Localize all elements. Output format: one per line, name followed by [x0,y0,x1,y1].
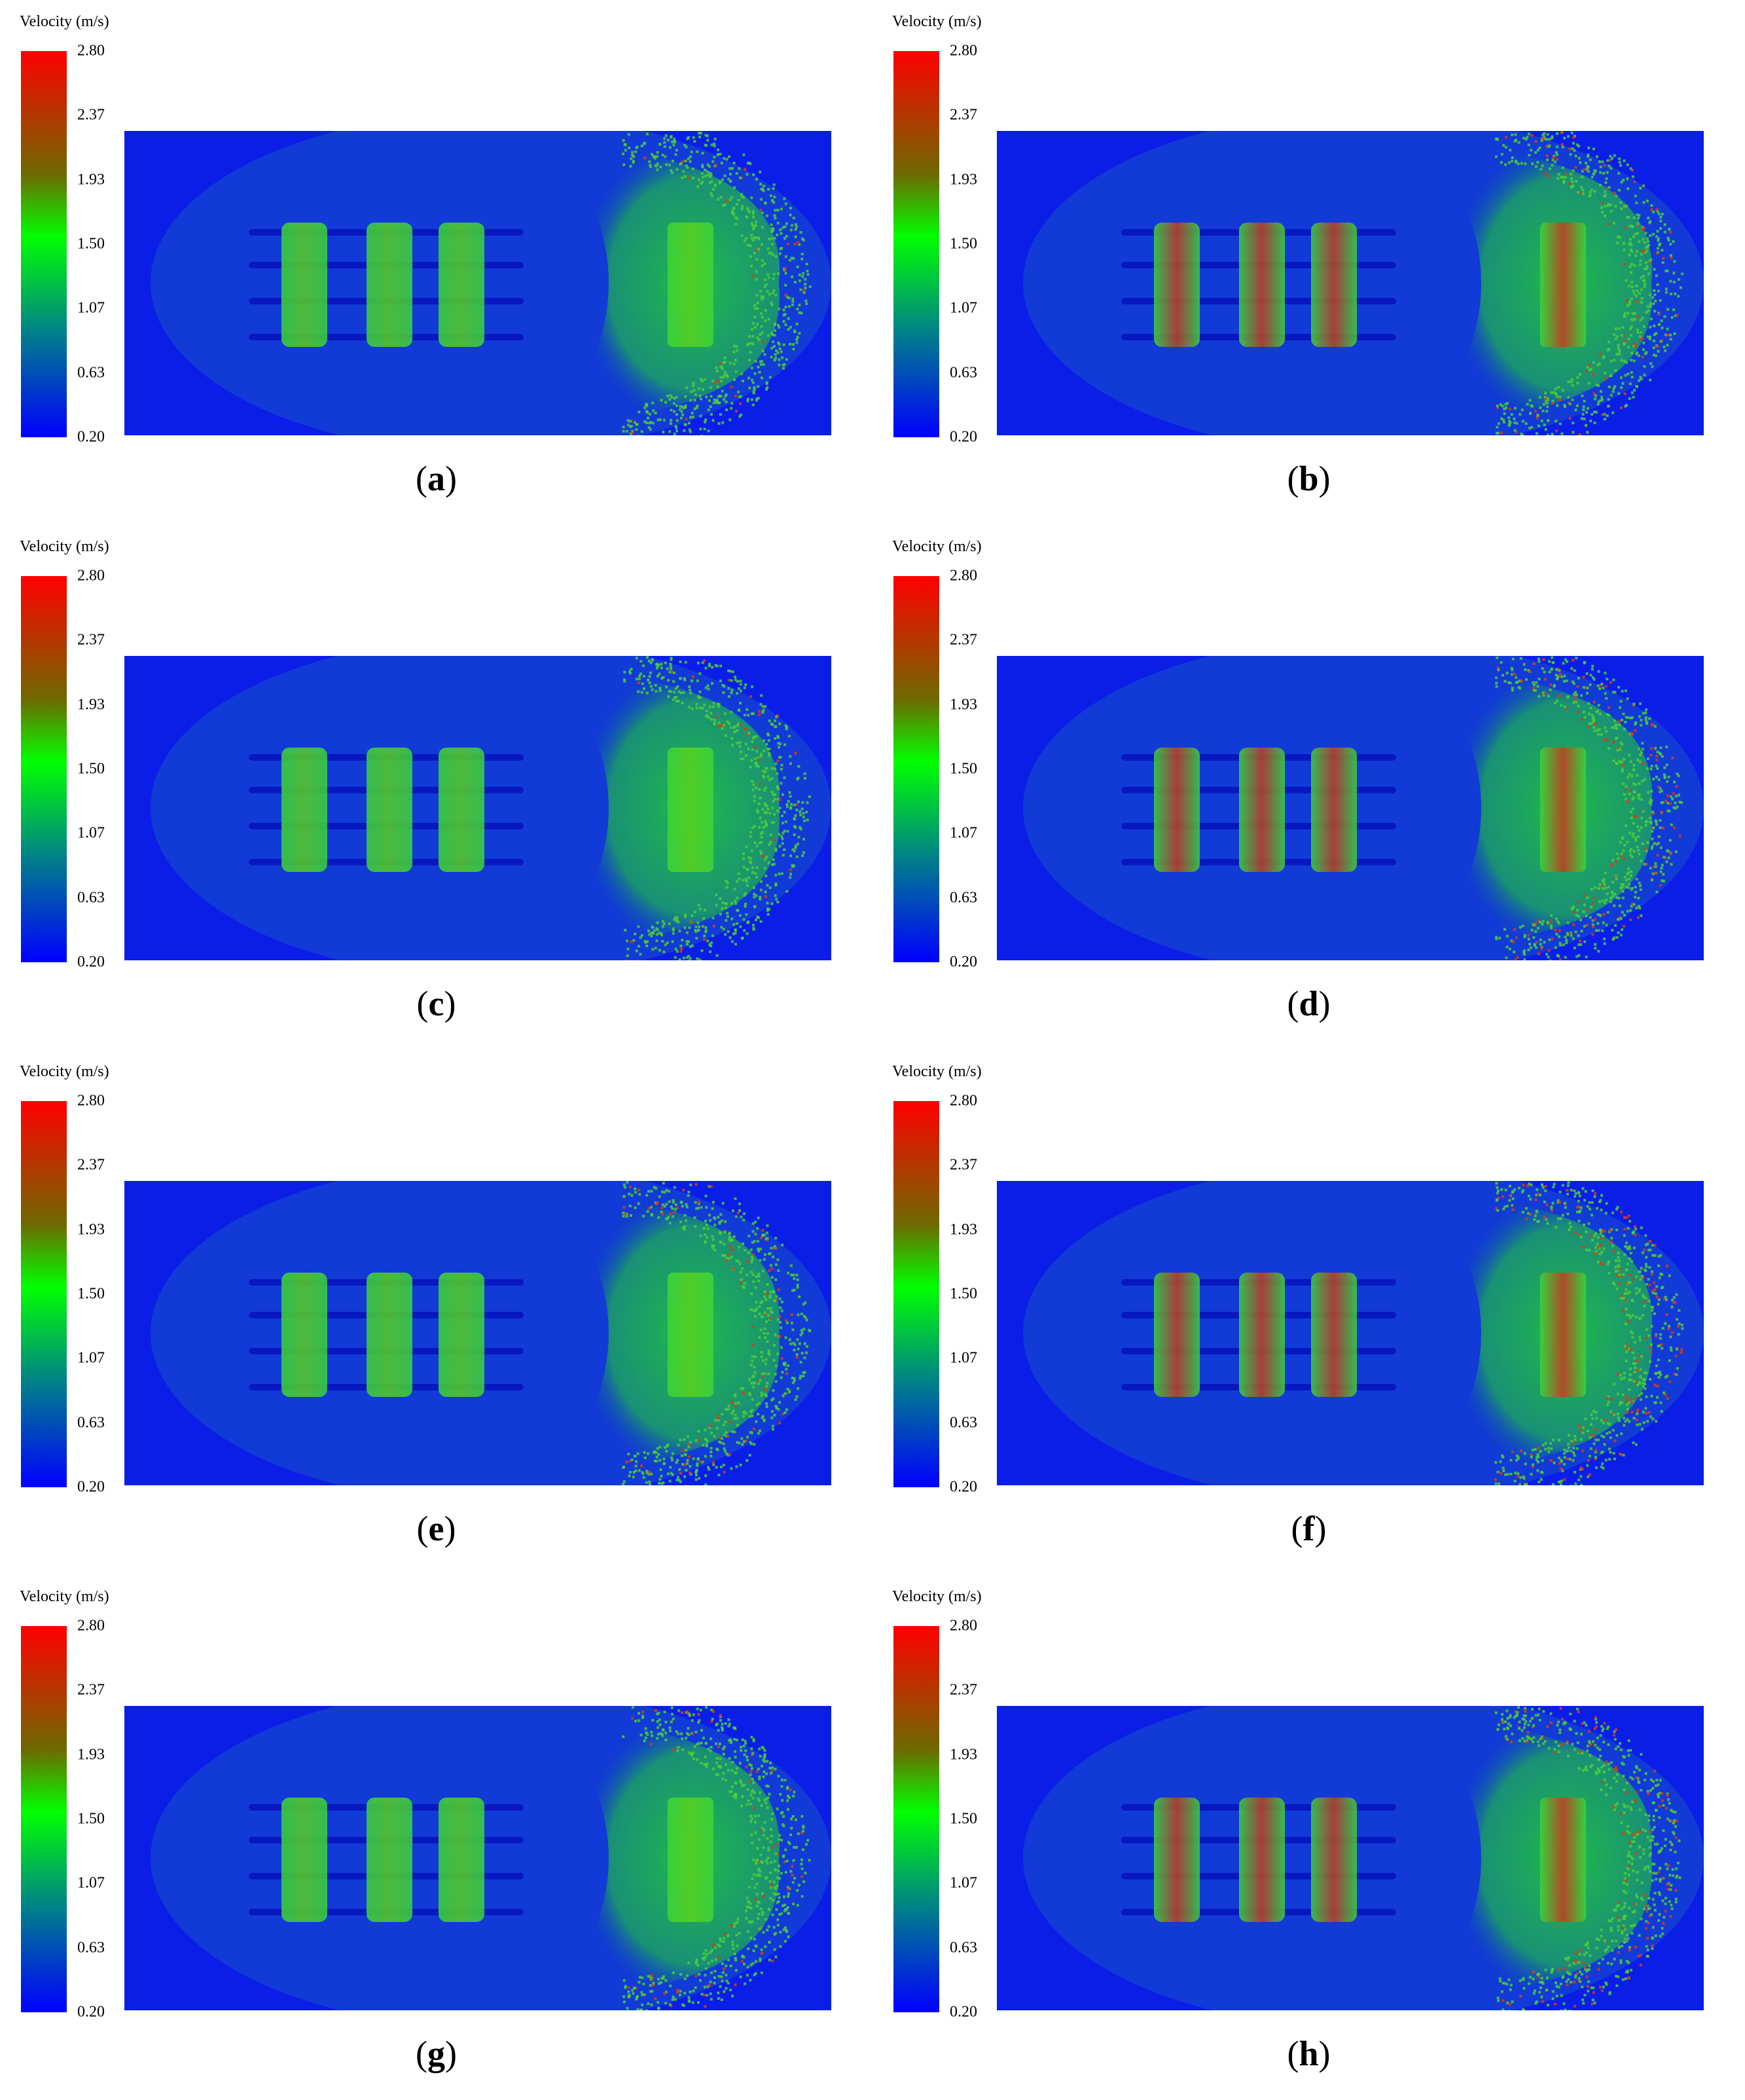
tick-label: 0.20 [77,428,105,446]
panel-e: Velocity (m/s) 2.80 2.37 1.93 1.50 1.07 … [0,1050,872,1575]
tick-label: 2.80 [950,1617,977,1635]
colorbar [893,1626,939,2012]
colorbar [21,1626,67,2012]
tick-label: 2.80 [77,42,105,60]
panel-b: Velocity (m/s) 2.80 2.37 1.93 1.50 1.07 … [872,0,1745,525]
tick-label: 0.20 [950,1478,977,1496]
tick-label: 1.07 [77,824,105,842]
tick-label: 1.50 [77,1285,105,1303]
legend-title: Velocity (m/s) [20,13,109,30]
legend-title: Velocity (m/s) [892,13,982,30]
tick-label: 1.50 [77,1810,105,1828]
tick-label: 0.20 [950,953,977,971]
tick-label: 2.80 [950,1092,977,1110]
panel-a: Velocity (m/s) 2.80 2.37 1.93 1.50 1.07 … [0,0,872,525]
tick-label: 2.80 [950,42,977,60]
panel-caption: (b) [1287,459,1331,498]
panel-caption: (e) [416,1509,456,1548]
tick-label: 1.93 [77,1746,105,1764]
panel-h: Velocity (m/s) 2.80 2.37 1.93 1.50 1.07 … [872,1575,1745,2100]
tick-label: 1.07 [950,1874,977,1892]
tick-label: 0.20 [77,2003,105,2021]
tick-label: 0.63 [950,1939,977,1957]
tick-label: 1.50 [950,235,977,253]
legend-title: Velocity (m/s) [20,1588,109,1605]
tick-label: 1.93 [950,1221,977,1239]
tick-label: 0.20 [950,428,977,446]
tick-label: 2.80 [77,1092,105,1110]
tick-label: 2.37 [950,1681,977,1699]
tick-label: 2.37 [950,1156,977,1174]
velocity-field-image [124,1706,831,2010]
tick-label: 1.93 [77,171,105,189]
tick-label: 0.63 [77,1939,105,1957]
tick-label: 0.20 [77,1478,105,1496]
tick-label: 2.37 [77,1681,105,1699]
tick-label: 0.63 [77,364,105,382]
velocity-field-image [124,131,831,435]
tick-label: 2.37 [77,106,105,124]
tick-label: 1.93 [77,1221,105,1239]
legend-title: Velocity (m/s) [20,538,109,555]
tick-label: 0.20 [77,953,105,971]
tick-label: 1.07 [77,1349,105,1367]
panel-g: Velocity (m/s) 2.80 2.37 1.93 1.50 1.07 … [0,1575,872,2100]
velocity-field-image [124,1181,831,1485]
tick-label: 1.07 [950,299,977,317]
tick-label: 1.93 [77,696,105,714]
legend-title: Velocity (m/s) [892,1063,982,1080]
colorbar [893,1101,939,1487]
velocity-field-image [124,656,831,960]
tick-label: 0.63 [950,1414,977,1432]
panel-f: Velocity (m/s) 2.80 2.37 1.93 1.50 1.07 … [872,1050,1745,1575]
tick-label: 1.07 [77,299,105,317]
panel-caption: (d) [1287,984,1331,1023]
colorbar [21,576,67,962]
tick-label: 1.50 [950,1285,977,1303]
tick-label: 0.63 [77,1414,105,1432]
tick-label: 2.80 [77,567,105,585]
colorbar [21,1101,67,1487]
tick-label: 2.37 [950,631,977,649]
panel-caption: (c) [416,984,456,1023]
tick-label: 0.63 [950,889,977,907]
tick-label: 2.80 [77,1617,105,1635]
tick-label: 2.80 [950,567,977,585]
tick-label: 1.93 [950,696,977,714]
tick-label: 1.07 [77,1874,105,1892]
tick-label: 1.07 [950,824,977,842]
colorbar [21,51,67,437]
velocity-field-image [997,1181,1704,1485]
tick-label: 1.50 [950,760,977,778]
velocity-field-image [997,656,1704,960]
velocity-field-image [997,131,1704,435]
tick-label: 0.63 [77,889,105,907]
panel-d: Velocity (m/s) 2.80 2.37 1.93 1.50 1.07 … [872,525,1745,1050]
tick-label: 2.37 [77,631,105,649]
tick-label: 2.37 [77,1156,105,1174]
tick-label: 1.93 [950,171,977,189]
velocity-field-image [997,1706,1704,2010]
legend-title: Velocity (m/s) [892,1588,982,1605]
panel-caption: (h) [1287,2034,1331,2073]
tick-label: 1.50 [77,760,105,778]
panel-caption: (g) [416,2034,457,2073]
panel-c: Velocity (m/s) 2.80 2.37 1.93 1.50 1.07 … [0,525,872,1050]
legend-title: Velocity (m/s) [892,538,982,555]
tick-label: 1.50 [950,1810,977,1828]
tick-label: 1.50 [77,235,105,253]
panel-caption: (a) [416,459,457,498]
tick-label: 1.93 [950,1746,977,1764]
tick-label: 0.20 [950,2003,977,2021]
tick-label: 0.63 [950,364,977,382]
panel-caption: (f) [1291,1509,1327,1548]
colorbar [893,576,939,962]
tick-label: 1.07 [950,1349,977,1367]
tick-label: 2.37 [950,106,977,124]
legend-title: Velocity (m/s) [20,1063,109,1080]
colorbar [893,51,939,437]
